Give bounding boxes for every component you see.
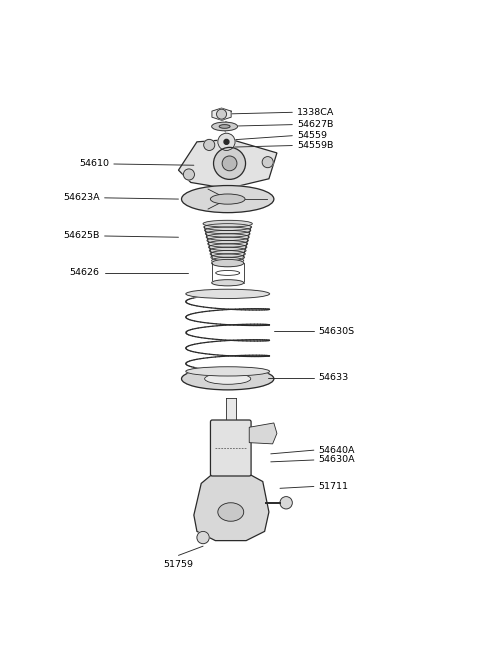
Ellipse shape	[212, 279, 244, 286]
Circle shape	[204, 139, 215, 150]
Text: 54630S: 54630S	[319, 327, 355, 336]
Circle shape	[280, 497, 292, 509]
Ellipse shape	[205, 230, 250, 237]
Text: 54640A: 54640A	[319, 445, 355, 455]
Text: 54627B: 54627B	[297, 120, 334, 129]
Text: 54626: 54626	[70, 268, 100, 277]
Ellipse shape	[212, 122, 238, 131]
Text: 54630A: 54630A	[319, 455, 355, 464]
Ellipse shape	[211, 254, 244, 260]
Polygon shape	[249, 423, 277, 444]
Circle shape	[214, 148, 246, 179]
Ellipse shape	[204, 373, 251, 384]
Circle shape	[224, 139, 229, 144]
Text: 54610: 54610	[79, 159, 109, 169]
Ellipse shape	[204, 224, 252, 230]
Text: 54623A: 54623A	[63, 194, 100, 202]
Ellipse shape	[204, 227, 251, 234]
FancyBboxPatch shape	[226, 398, 236, 419]
Circle shape	[216, 109, 227, 119]
Polygon shape	[179, 139, 277, 189]
Text: 1338CA: 1338CA	[297, 108, 335, 117]
Circle shape	[222, 156, 237, 171]
Ellipse shape	[209, 247, 246, 254]
Text: 54559: 54559	[297, 131, 327, 140]
Text: 54625B: 54625B	[63, 232, 100, 241]
Text: 51711: 51711	[319, 482, 349, 491]
Ellipse shape	[181, 186, 274, 213]
Ellipse shape	[208, 241, 248, 247]
Polygon shape	[194, 474, 269, 541]
Ellipse shape	[206, 234, 249, 241]
Ellipse shape	[181, 368, 274, 390]
Ellipse shape	[212, 257, 244, 264]
Circle shape	[197, 531, 209, 544]
Ellipse shape	[210, 194, 245, 204]
Text: 51759: 51759	[164, 560, 193, 569]
Ellipse shape	[207, 237, 248, 244]
Ellipse shape	[212, 259, 244, 267]
Circle shape	[183, 169, 194, 180]
Text: 54559B: 54559B	[297, 141, 334, 150]
Polygon shape	[212, 108, 231, 120]
Ellipse shape	[208, 244, 247, 251]
Ellipse shape	[219, 125, 230, 129]
FancyBboxPatch shape	[210, 420, 251, 476]
Circle shape	[262, 157, 273, 168]
Ellipse shape	[203, 220, 252, 227]
Ellipse shape	[210, 251, 245, 257]
Ellipse shape	[218, 502, 244, 522]
Text: 54633: 54633	[319, 373, 349, 382]
Ellipse shape	[186, 289, 270, 298]
Ellipse shape	[186, 367, 270, 376]
Circle shape	[218, 133, 235, 150]
